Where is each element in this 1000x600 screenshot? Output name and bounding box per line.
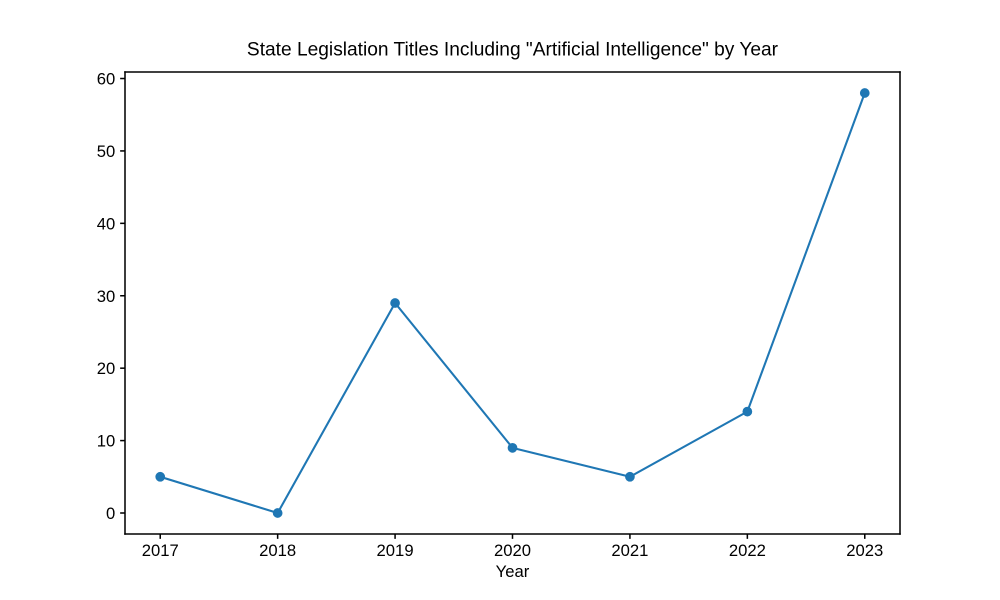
svg-text:2018: 2018 — [259, 541, 296, 560]
svg-text:2020: 2020 — [494, 541, 531, 560]
svg-text:20: 20 — [97, 359, 116, 378]
svg-text:30: 30 — [97, 287, 116, 306]
svg-text:60: 60 — [97, 70, 116, 89]
svg-text:40: 40 — [97, 214, 116, 233]
svg-text:2019: 2019 — [377, 541, 414, 560]
svg-text:2017: 2017 — [142, 541, 179, 560]
svg-text:State Legislation Titles Inclu: State Legislation Titles Including "Arti… — [247, 39, 779, 60]
svg-text:2021: 2021 — [611, 541, 648, 560]
svg-text:0: 0 — [106, 504, 115, 523]
svg-text:10: 10 — [97, 432, 116, 451]
svg-text:2022: 2022 — [729, 541, 766, 560]
svg-text:50: 50 — [97, 142, 116, 161]
svg-text:Year: Year — [496, 562, 530, 581]
svg-text:2023: 2023 — [846, 541, 883, 560]
